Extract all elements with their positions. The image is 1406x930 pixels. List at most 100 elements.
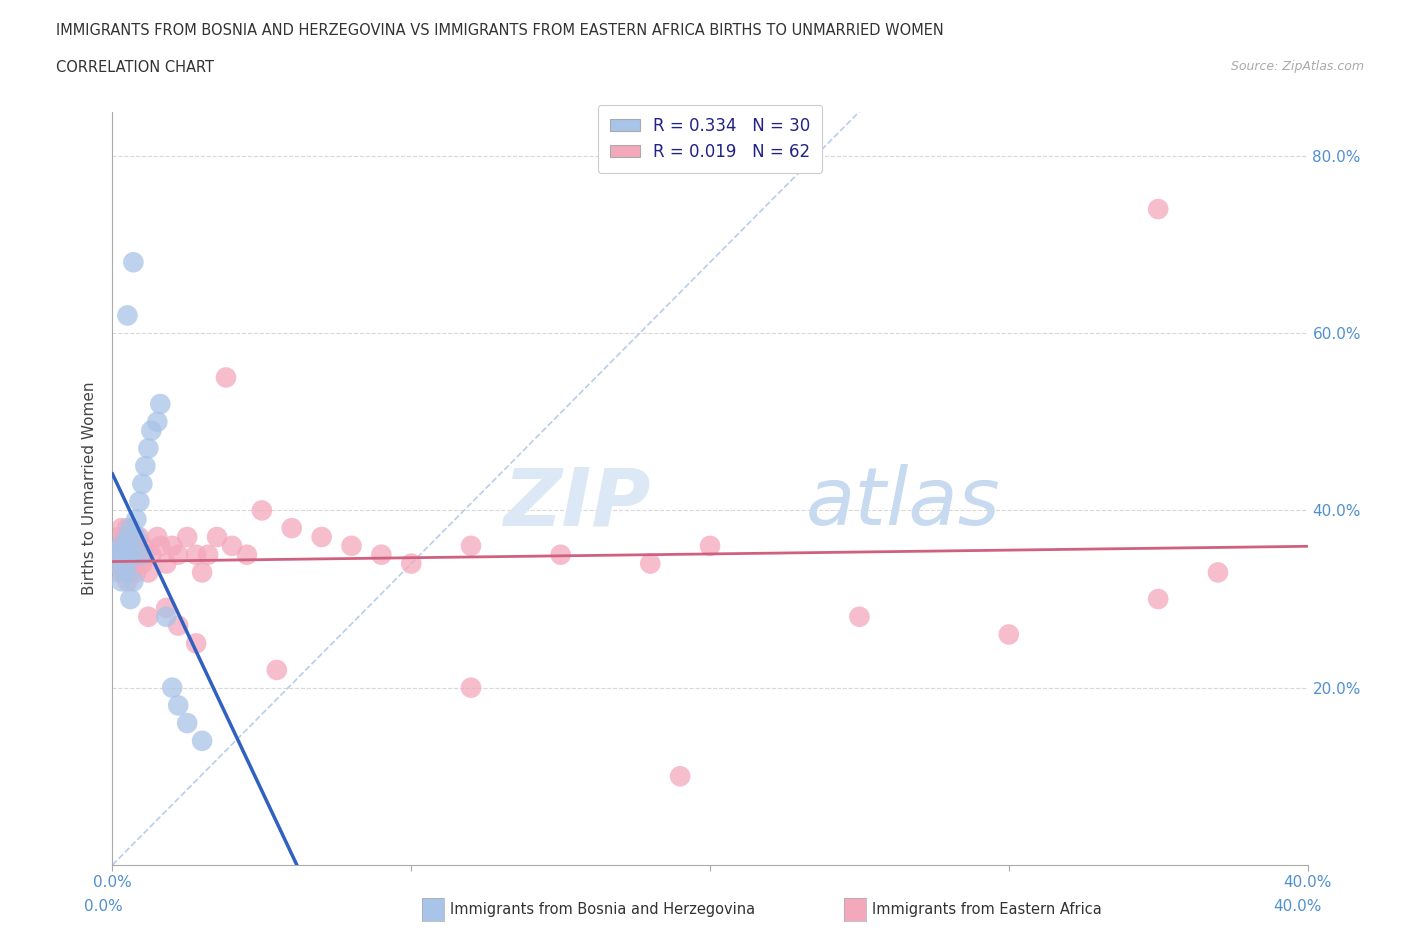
Point (401, 556, 423, 571)
Point (104, 538, 127, 553)
Point (176, 716, 198, 731)
Point (122, 538, 145, 553)
Point (117, 538, 139, 553)
Legend: R = 0.334   N = 30, R = 0.019   N = 62: R = 0.334 N = 30, R = 0.019 N = 62 (598, 105, 823, 173)
Point (131, 476, 153, 491)
Point (125, 565, 148, 580)
Y-axis label: Births to Unmarried Women: Births to Unmarried Women (82, 381, 97, 595)
Point (117, 529, 139, 544)
Point (236, 547, 259, 562)
Point (669, 769, 692, 784)
Point (266, 662, 288, 677)
Point (134, 458, 156, 473)
Point (114, 565, 135, 580)
Point (125, 529, 148, 544)
Point (128, 529, 150, 544)
Point (125, 547, 148, 562)
Point (155, 601, 177, 616)
Point (117, 556, 139, 571)
Point (120, 547, 142, 562)
Point (162, 538, 183, 553)
Point (122, 574, 145, 589)
Point (460, 680, 482, 695)
Point (167, 698, 190, 712)
Point (114, 565, 135, 580)
Point (138, 565, 160, 580)
Point (141, 423, 163, 438)
Point (107, 529, 129, 544)
Point (141, 547, 163, 562)
Text: Source: ZipAtlas.com: Source: ZipAtlas.com (1230, 60, 1364, 73)
Point (186, 547, 208, 562)
Point (149, 538, 172, 553)
Point (155, 609, 177, 624)
Point (197, 547, 219, 562)
Point (110, 538, 132, 553)
Point (146, 529, 169, 544)
Point (110, 521, 132, 536)
Point (107, 547, 129, 562)
Point (138, 441, 160, 456)
Point (120, 521, 142, 536)
Point (117, 538, 139, 553)
Point (117, 574, 139, 589)
Point (191, 565, 214, 580)
Point (117, 308, 139, 323)
Text: atlas: atlas (806, 464, 1001, 542)
Text: 0.0%: 0.0% (84, 899, 124, 914)
Point (1206, 565, 1229, 580)
Point (176, 529, 198, 544)
Point (250, 503, 273, 518)
Point (138, 609, 160, 624)
Point (162, 680, 183, 695)
Point (134, 547, 156, 562)
Point (205, 529, 228, 544)
Point (125, 512, 148, 526)
Point (340, 538, 363, 553)
Point (640, 556, 662, 571)
Point (107, 565, 129, 580)
Point (167, 618, 190, 633)
Point (131, 556, 153, 571)
Point (848, 609, 870, 624)
Point (114, 547, 135, 562)
Point (114, 529, 135, 544)
Point (110, 538, 132, 553)
Point (104, 556, 127, 571)
Point (122, 255, 145, 270)
Point (120, 591, 142, 606)
Point (460, 538, 482, 553)
Point (122, 556, 145, 571)
Point (167, 547, 190, 562)
Text: CORRELATION CHART: CORRELATION CHART (56, 60, 214, 75)
Point (149, 396, 172, 411)
Point (1147, 202, 1170, 217)
Point (281, 521, 304, 536)
Point (131, 538, 153, 553)
Point (221, 538, 243, 553)
Point (998, 627, 1021, 642)
Text: 40.0%: 40.0% (1274, 899, 1322, 914)
Point (699, 538, 721, 553)
Point (117, 521, 139, 536)
Point (215, 370, 238, 385)
Point (550, 547, 572, 562)
Point (1147, 591, 1170, 606)
Text: IMMIGRANTS FROM BOSNIA AND HERZEGOVINA VS IMMIGRANTS FROM EASTERN AFRICA BIRTHS : IMMIGRANTS FROM BOSNIA AND HERZEGOVINA V… (56, 23, 943, 38)
Point (117, 556, 139, 571)
Point (370, 547, 392, 562)
Text: Immigrants from Bosnia and Herzegovina: Immigrants from Bosnia and Herzegovina (450, 902, 755, 917)
Point (186, 636, 208, 651)
Point (128, 494, 150, 509)
Point (107, 547, 129, 562)
Point (131, 547, 153, 562)
Text: Immigrants from Eastern Africa: Immigrants from Eastern Africa (872, 902, 1101, 917)
Point (155, 556, 177, 571)
Point (191, 734, 214, 749)
Point (146, 415, 169, 430)
Point (120, 565, 142, 580)
Point (104, 556, 127, 571)
Point (110, 556, 132, 571)
Point (110, 574, 132, 589)
Text: ZIP: ZIP (503, 464, 651, 542)
